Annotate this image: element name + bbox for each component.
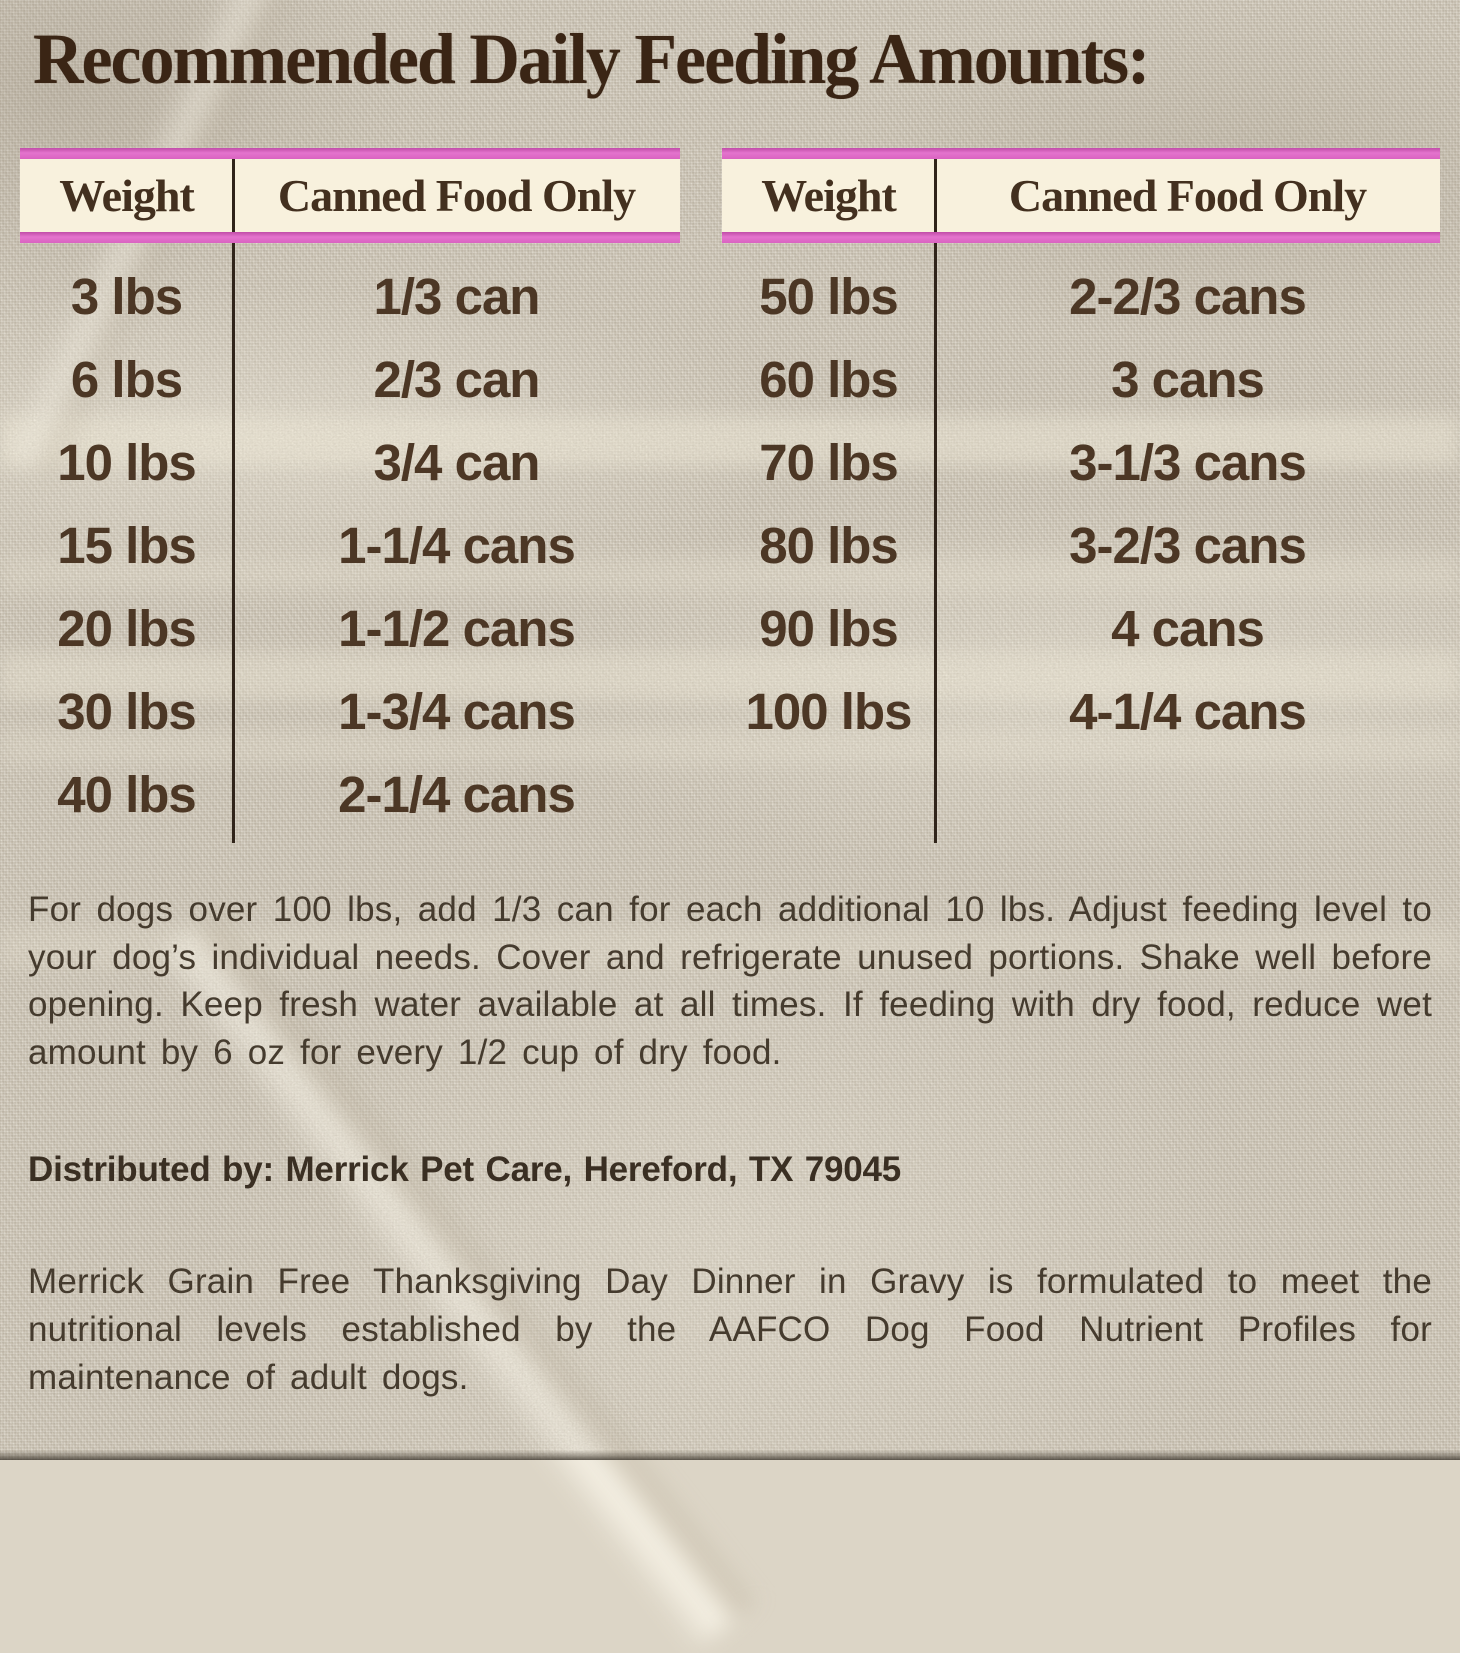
- column-header-canned-food: Canned Food Only: [1008, 169, 1367, 221]
- table-row: 10 lbs 3/4 can: [20, 421, 680, 504]
- table-header: Weight Canned Food Only: [722, 159, 1440, 232]
- column-header-weight: Weight: [59, 169, 195, 221]
- distributor-line: Distributed by: Merrick Pet Care, Herefo…: [28, 1150, 902, 1189]
- food-amount-value: 2-2/3 cans: [1069, 268, 1307, 325]
- column-header-weight: Weight: [761, 169, 897, 221]
- table-row: 3 lbs 1/3 can: [20, 255, 680, 338]
- food-amount-value: 4 cans: [1111, 600, 1265, 657]
- food-amount-value: 3/4 can: [373, 434, 541, 491]
- table-row: 40 lbs 2-1/4 cans: [20, 753, 680, 836]
- table-row: 20 lbs 1-1/2 cans: [20, 587, 680, 670]
- weight-value: 40 lbs: [57, 766, 197, 823]
- column-header-canned-food: Canned Food Only: [277, 169, 636, 221]
- weight-value: 70 lbs: [759, 434, 899, 491]
- pink-rule-top: [722, 148, 1440, 159]
- table-row: 50 lbs 2-2/3 cans: [722, 255, 1440, 338]
- pink-rule-bottom: [722, 232, 1440, 243]
- table-row: 100 lbs 4-1/4 cans: [722, 670, 1440, 753]
- food-amount-value: 2/3 can: [373, 351, 541, 408]
- table-rows: 3 lbs 1/3 can 6 lbs 2/3 can 10 lbs 3/4 c…: [20, 243, 680, 836]
- table-rows: 50 lbs 2-2/3 cans 60 lbs 3 cans 70 lbs 3…: [722, 243, 1440, 753]
- table-row: 90 lbs 4 cans: [722, 587, 1440, 670]
- table-row: 30 lbs 1-3/4 cans: [20, 670, 680, 753]
- table-row: 60 lbs 3 cans: [722, 338, 1440, 421]
- feeding-instructions: For dogs over 100 lbs, add 1/3 can for e…: [28, 890, 1432, 1072]
- weight-value: 10 lbs: [57, 434, 197, 491]
- food-amount-value: 3-1/3 cans: [1069, 434, 1307, 491]
- weight-value: 90 lbs: [759, 600, 899, 657]
- food-amount-value: 2-1/4 cans: [338, 766, 576, 823]
- food-amount-value: 3-2/3 cans: [1069, 517, 1307, 574]
- photo-edge-shadow: [0, 1450, 1460, 1460]
- weight-value: 15 lbs: [57, 517, 197, 574]
- table-header: Weight Canned Food Only: [20, 159, 680, 232]
- food-amount-value: 1-3/4 cans: [338, 683, 576, 740]
- table-row: 70 lbs 3-1/3 cans: [722, 421, 1440, 504]
- food-amount-value: 1-1/2 cans: [338, 600, 576, 657]
- weight-value: 3 lbs: [70, 268, 183, 325]
- feeding-table-right: Weight Canned Food Only 50 lbs 2-2/3 can…: [722, 148, 1440, 843]
- table-row: 6 lbs 2/3 can: [20, 338, 680, 421]
- food-amount-value: 3 cans: [1111, 351, 1265, 408]
- weight-value: 6 lbs: [70, 351, 183, 408]
- weight-value: 100 lbs: [745, 683, 913, 740]
- table-row: 15 lbs 1-1/4 cans: [20, 504, 680, 587]
- table-row: 80 lbs 3-2/3 cans: [722, 504, 1440, 587]
- weight-value: 50 lbs: [759, 268, 899, 325]
- weight-value: 60 lbs: [759, 351, 899, 408]
- food-amount-value: 4-1/4 cans: [1069, 683, 1307, 740]
- pink-rule-bottom: [20, 232, 680, 243]
- weight-value: 20 lbs: [57, 600, 197, 657]
- pink-rule-top: [20, 148, 680, 159]
- feeding-table-left: Weight Canned Food Only 3 lbs 1/3 can 6 …: [20, 148, 680, 843]
- food-amount-value: 1-1/4 cans: [338, 517, 576, 574]
- aafco-statement: Merrick Grain Free Thanksgiving Day Dinn…: [28, 1262, 1432, 1397]
- page-title: Recommended Daily Feeding Amounts:: [33, 19, 1150, 99]
- food-amount-value: 1/3 can: [373, 268, 541, 325]
- weight-value: 30 lbs: [57, 683, 197, 740]
- weight-value: 80 lbs: [759, 517, 899, 574]
